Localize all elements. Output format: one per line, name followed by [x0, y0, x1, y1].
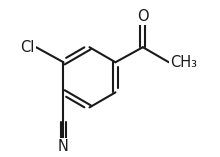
Text: CH₃: CH₃ — [170, 55, 197, 70]
Text: Cl: Cl — [20, 40, 35, 55]
Text: N: N — [58, 139, 69, 154]
Text: O: O — [137, 9, 149, 24]
